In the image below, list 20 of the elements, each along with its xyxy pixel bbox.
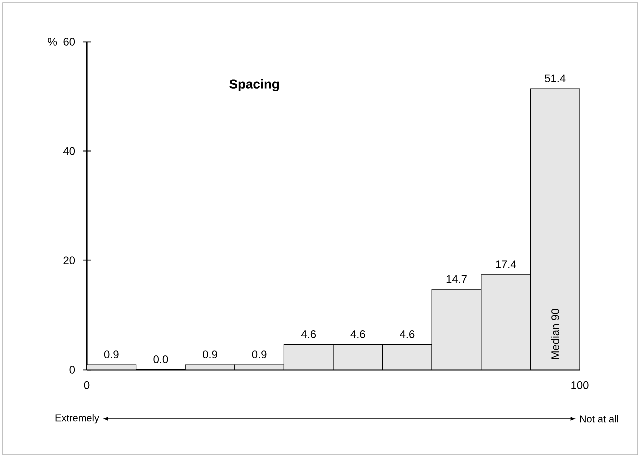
text: Extremely xyxy=(56,414,100,424)
data-label: 51.4 xyxy=(545,74,566,82)
data-label: 0.9 xyxy=(104,350,119,359)
data-label: 0.0 xyxy=(154,356,168,364)
annotation: Median 90 xyxy=(551,309,560,360)
y-tick-label: 40 xyxy=(63,147,76,156)
data-label: 4.6 xyxy=(350,330,366,338)
data-label: 4.6 xyxy=(400,330,415,338)
text: Not at all xyxy=(580,415,618,423)
data-label: 17.4 xyxy=(496,260,516,268)
data-label: 0.9 xyxy=(203,350,218,359)
y-tick-label: 20 xyxy=(64,256,76,265)
data-label: 0.9 xyxy=(252,350,267,359)
data-label: 4.6 xyxy=(301,330,316,338)
text: Spacing xyxy=(230,79,280,92)
data-label: 14.7 xyxy=(446,276,467,284)
x-tick-label: 100 xyxy=(572,382,589,390)
y-tick-label: 60 xyxy=(64,38,76,46)
y-tick-label: 0 xyxy=(70,366,76,374)
y-axis-title: % xyxy=(48,38,58,46)
